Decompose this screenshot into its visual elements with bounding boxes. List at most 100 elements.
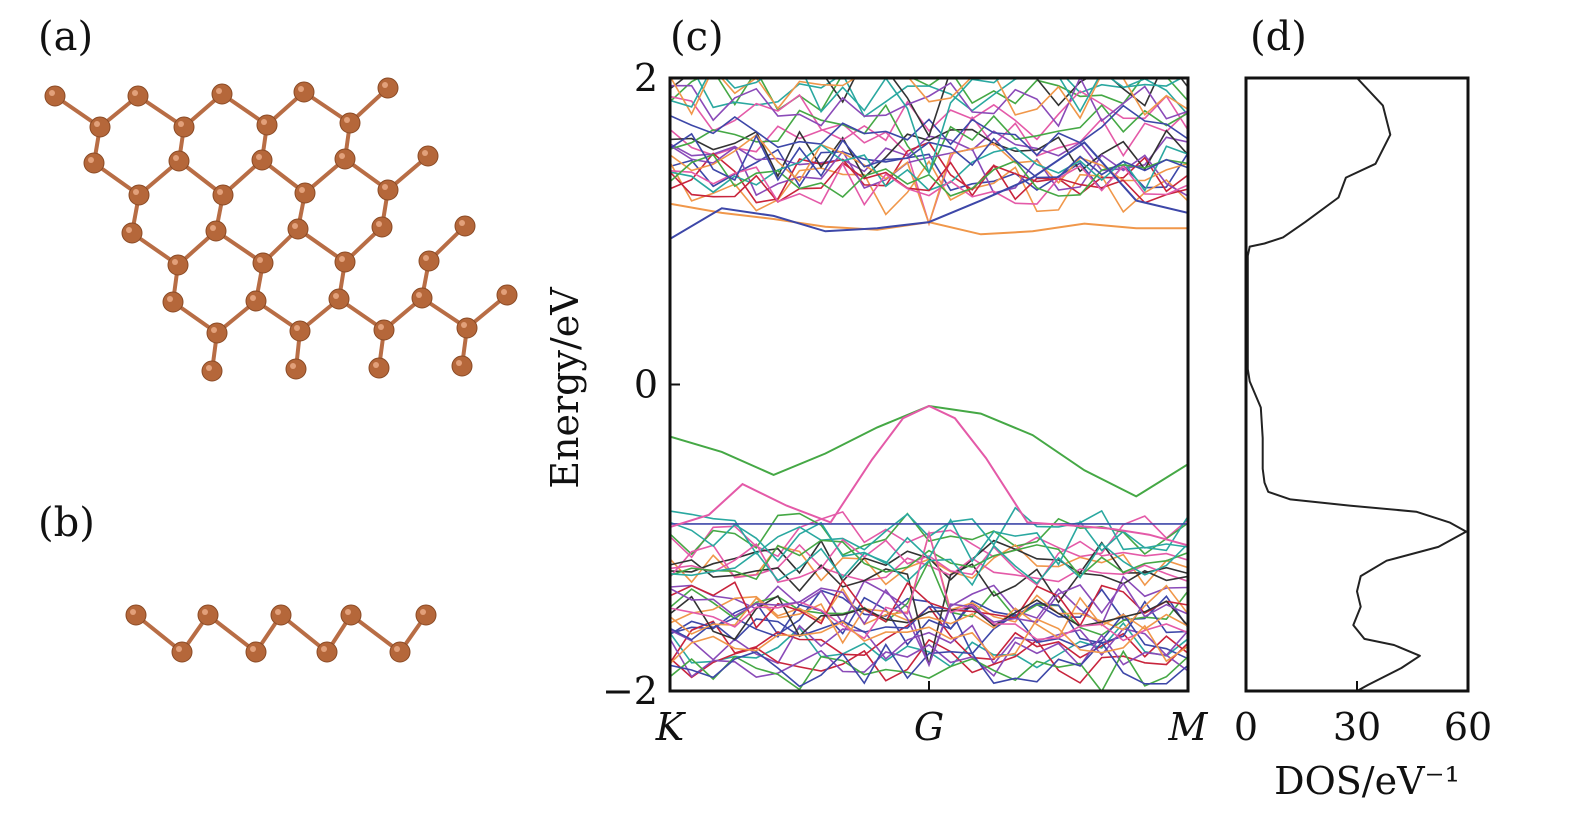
valence-band-line <box>670 539 1188 581</box>
atom <box>245 641 267 663</box>
atom-highlight <box>133 189 139 195</box>
atom <box>389 641 411 663</box>
atom-highlight <box>275 609 281 615</box>
atom <box>256 114 278 136</box>
dos-x-tick-label: 0 <box>1234 705 1258 749</box>
atom <box>411 287 433 309</box>
panel-label-d: (d) <box>1250 14 1307 60</box>
atom <box>201 360 223 382</box>
atom-highlight <box>130 609 136 615</box>
atom-highlight <box>290 363 296 369</box>
dos-x-tick-label: 30 <box>1333 705 1381 749</box>
atom <box>128 184 150 206</box>
atom <box>127 85 149 107</box>
valence-band-line <box>670 633 1188 678</box>
panel-label-b: (b) <box>38 500 95 546</box>
atom <box>328 288 350 310</box>
conduction-band-line <box>670 132 1188 182</box>
dos-line <box>1246 78 1468 691</box>
atom-highlight <box>373 362 379 368</box>
atom <box>167 254 189 276</box>
atom-highlight <box>423 255 429 261</box>
atom-highlight <box>321 646 327 652</box>
atom-highlight <box>376 221 382 227</box>
valence-band-line <box>670 506 1188 555</box>
band-series <box>670 141 1188 547</box>
y-tick-label: 2 <box>634 56 658 100</box>
atom-highlight <box>178 121 184 127</box>
conduction-band-line <box>670 90 1188 142</box>
dos-axis-label: DOS/eV⁻¹ <box>1274 759 1460 803</box>
valence-band-line <box>670 530 1188 642</box>
atom <box>334 148 356 170</box>
dos-series <box>1246 78 1468 691</box>
valence-band-line <box>670 624 1188 666</box>
atom-highlight <box>339 256 345 262</box>
conduction-band-line <box>670 78 1188 139</box>
atom <box>125 604 147 626</box>
atom <box>334 251 356 273</box>
valence-band-line <box>670 618 1188 665</box>
atom <box>289 320 311 342</box>
atom-highlight <box>299 187 305 193</box>
atom-highlight <box>216 88 222 94</box>
energy-axis-label: Energy/eV <box>543 287 587 489</box>
structure-side-view <box>125 604 437 663</box>
atom <box>294 182 316 204</box>
conduction-band-line <box>670 162 1188 207</box>
atom-highlight <box>298 86 304 92</box>
valence-band-line <box>670 596 1188 645</box>
atom-highlight <box>456 360 462 366</box>
atom <box>83 152 105 174</box>
band-axis-ticks: 2 0 −2K G M <box>602 56 1209 749</box>
conduction-band-line <box>670 144 1188 197</box>
atom <box>211 83 233 105</box>
panel-label-a: (a) <box>38 14 93 60</box>
atom <box>371 216 393 238</box>
atom-highlight <box>378 324 384 330</box>
atom-highlight <box>292 223 298 229</box>
atom <box>496 284 518 306</box>
atom-highlight <box>261 119 267 125</box>
atom <box>451 355 473 377</box>
conduction-band-line <box>670 78 1184 176</box>
conduction-band-line <box>696 78 1188 118</box>
background-bands <box>670 78 1188 691</box>
atom <box>197 604 219 626</box>
atom-highlight <box>339 153 345 159</box>
atom-highlight <box>459 220 465 226</box>
atom-highlight <box>217 189 223 195</box>
conduction-band-line <box>670 78 1188 120</box>
valence-band-line <box>670 638 1188 684</box>
atom <box>173 116 195 138</box>
band-series-3 <box>670 141 1188 240</box>
atom <box>168 150 190 172</box>
atom-highlight <box>250 646 256 652</box>
valence-band-line <box>670 581 1188 668</box>
atom <box>316 641 338 663</box>
atom <box>121 222 143 244</box>
atom-highlight <box>345 609 351 615</box>
atom-highlight <box>132 90 138 96</box>
atom-highlight <box>420 609 426 615</box>
y-tick-label: 0 <box>634 363 658 407</box>
atom-highlight <box>394 646 400 652</box>
panel-label-c: (c) <box>670 14 724 60</box>
valence-band-line <box>670 542 1188 587</box>
atom-highlight <box>210 225 216 231</box>
valence-band-line <box>670 594 1188 641</box>
atom-highlight <box>206 365 212 371</box>
atom-highlight <box>88 157 94 163</box>
atom <box>245 290 267 312</box>
atom <box>417 145 439 167</box>
conduction-band-line <box>670 161 1188 204</box>
dos-x-tick-label: 60 <box>1444 705 1492 749</box>
atom <box>293 81 315 103</box>
atom-highlight <box>461 322 467 328</box>
atom <box>89 116 111 138</box>
atom <box>285 358 307 380</box>
atom <box>206 322 228 344</box>
atom <box>251 149 273 171</box>
atom <box>418 250 440 272</box>
atom <box>44 85 66 107</box>
